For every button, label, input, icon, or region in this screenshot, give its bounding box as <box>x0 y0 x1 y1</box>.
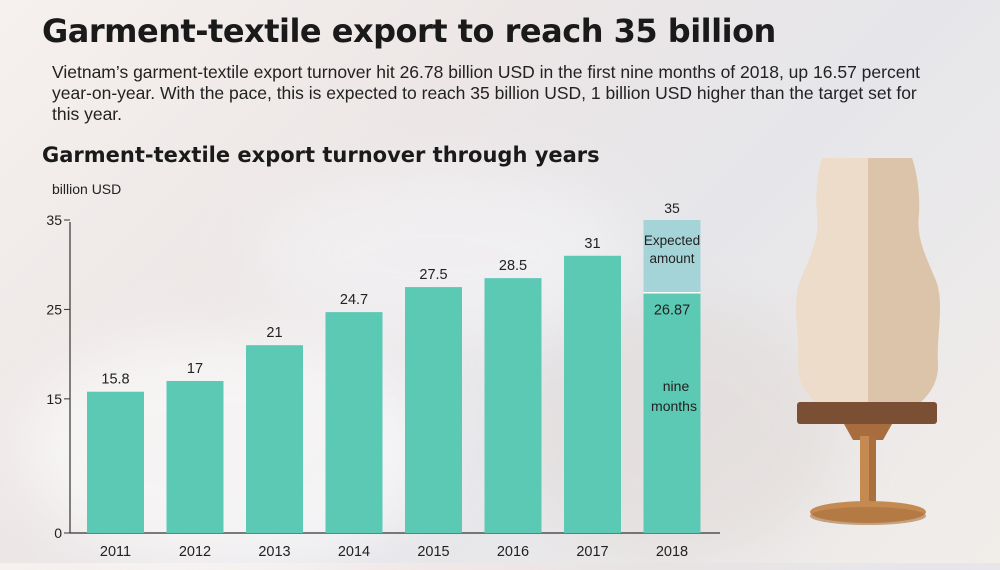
page-title: Garment-textile export to reach 35 billi… <box>42 12 776 50</box>
y-tick-label: 0 <box>54 525 62 541</box>
x-tick-label: 2011 <box>100 544 131 560</box>
mannequin-stand-pole-shade <box>869 436 876 502</box>
data-label: 15.8 <box>101 372 129 388</box>
mannequin-stand-base-shade <box>810 507 926 525</box>
y-tick-label: 25 <box>46 301 62 317</box>
data-label: 27.5 <box>419 267 447 283</box>
bars <box>87 220 701 533</box>
mannequin-hanger-collar <box>844 424 892 440</box>
bar-2017 <box>564 255 621 533</box>
chart-title: Garment-textile export turnover through … <box>42 143 600 167</box>
bar-2012 <box>166 380 224 533</box>
description-text: Vietnam’s garment-textile export turnove… <box>52 62 921 124</box>
bar-expected-2018 <box>643 220 701 293</box>
bar-2013 <box>246 345 303 533</box>
x-tick-label: 2014 <box>338 544 370 560</box>
bar-2016 <box>484 278 542 533</box>
y-ticks: 0 15 25 35 <box>46 212 70 541</box>
x-tick-label: 2017 <box>576 544 608 560</box>
x-tick-label: 2016 <box>497 544 529 560</box>
bar-2018 <box>643 292 701 533</box>
data-label: 21 <box>266 325 282 341</box>
data-label: 24.7 <box>340 292 368 308</box>
data-label: 28.5 <box>499 258 527 274</box>
expected-amount-label: Expected <box>644 233 700 248</box>
labels: 15.8 2011 17 2012 21 2013 24.7 2014 27.5 2015 28.5… <box>100 200 700 560</box>
bar-2011 <box>87 391 144 533</box>
y-tick-label: 15 <box>46 391 62 407</box>
data-label: 31 <box>584 236 600 252</box>
data-label: 17 <box>187 361 203 377</box>
data-label: 26.87 <box>654 303 690 319</box>
y-axis-label: billion USD <box>52 181 121 197</box>
nine-months-label: months <box>651 398 697 414</box>
expected-amount-label: amount <box>649 251 694 266</box>
mannequin-icon <box>795 158 941 525</box>
x-tick-label: 2015 <box>417 544 449 560</box>
mannequin-waist-band <box>797 402 937 424</box>
x-tick-label: 2018 <box>656 544 688 560</box>
nine-months-label: nine <box>663 378 690 394</box>
y-tick-label: 35 <box>46 212 62 228</box>
x-tick-label: 2013 <box>258 544 290 560</box>
x-tick-label: 2012 <box>179 544 211 560</box>
mannequin-torso-shade <box>868 158 941 402</box>
bar-2015 <box>405 287 462 533</box>
bar-2014 <box>325 312 383 533</box>
data-label-expected: 35 <box>664 200 680 216</box>
